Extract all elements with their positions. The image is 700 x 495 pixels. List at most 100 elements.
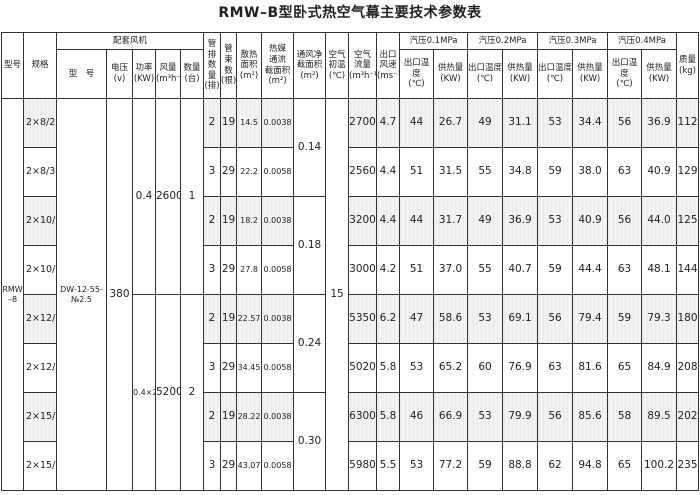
tube-bundles-cell: 29	[220, 147, 238, 197]
tube-bundles-cell: 29	[220, 441, 238, 491]
header-voltage: 电压 (v)	[106, 49, 133, 99]
table-row: 2×12/332934.450.005850205.85365.26076.96…	[2, 343, 700, 393]
outlet-temp-cell: 49	[467, 196, 504, 246]
air-temp-cell: 15	[325, 98, 350, 491]
outlet-speed-cell: 4.4	[376, 196, 401, 246]
heat-supply-cell: 84.9	[641, 343, 678, 393]
table-row: 2×12/20.4×25200221922.570.00380.2453506.…	[2, 294, 700, 491]
heat-supply-cell: 79.9	[502, 392, 539, 442]
header-tube-bundles: 管 束 数 (根)	[220, 32, 238, 99]
heat-area-cell: 22.57	[236, 294, 263, 344]
table-body: RMW –8 2×8/2 DW-12-55-№2.5 380 0.4 2600 1 2 19 14…	[1, 98, 700, 491]
outlet-temp-cell: 53	[537, 98, 574, 148]
header-air-flow: 空气 流量 (m³h⁻¹)	[348, 32, 378, 99]
heat-area-cell: 27.8	[236, 245, 263, 295]
table-row: RMW –8 2×8/2 DW-12-55-№2.5 380 0.4 2600 1 2 19 14…	[1, 98, 700, 491]
header-type: 型号	[1, 32, 24, 99]
header-outlet-temp: 出口温度 (℃)	[467, 49, 504, 99]
mass-cell: 235	[676, 441, 700, 491]
medium-area-cell: 0.0038	[261, 196, 295, 246]
spec-cell: 2×15/3	[23, 441, 57, 491]
outlet-speed-cell: 4.7	[376, 98, 401, 148]
header-pressure-0.3: 汽压0.3MPa	[537, 32, 609, 50]
outlet-temp-cell: 56	[537, 392, 574, 442]
header-heat-area: 散热 面积 (m²)	[236, 32, 263, 99]
mass-cell: 129	[676, 147, 700, 197]
heat-supply-cell: 37.0	[433, 245, 469, 295]
tube-rows-cell: 3	[203, 147, 222, 197]
spec-cell: 2×10/2	[23, 196, 57, 246]
header-outlet-temp: 出口温度 (℃)	[399, 49, 435, 99]
outlet-speed-cell: 5.5	[376, 441, 401, 491]
header-pressure-0.1: 汽压0.1MPa	[399, 32, 469, 50]
air-flow-cell: 5980	[348, 441, 378, 491]
vent-area-cell: 0.30	[293, 392, 327, 491]
air-flow-cell: 5350	[348, 294, 378, 344]
heat-supply-cell: 79.4	[572, 294, 609, 344]
outlet-temp-cell: 47	[399, 294, 435, 344]
header-fan-model: 型 号	[56, 49, 107, 99]
air-flow-cell: 6300	[348, 392, 378, 442]
header-vent-area: 通风净 截面积 (m²)	[293, 32, 327, 99]
header-fan-group: 配套风机	[55, 32, 205, 50]
outlet-temp-cell: 53	[399, 343, 435, 393]
table-title: RMW–B型卧式热空气幕主要技术参数表	[218, 5, 482, 21]
power-cell: 0.4×2	[132, 294, 156, 491]
qty-cell: 2	[179, 294, 205, 491]
heat-supply-cell: 88.8	[502, 441, 539, 491]
outlet-temp-cell: 65	[607, 343, 643, 393]
power-cell: 0.4	[132, 98, 156, 295]
medium-area-cell: 0.0058	[261, 147, 295, 197]
outlet-temp-cell: 53	[467, 294, 504, 344]
header-outlet-temp: 出口温度 (℃)	[607, 49, 643, 99]
heat-supply-cell: 38.0	[572, 147, 609, 197]
heat-supply-cell: 81.6	[572, 343, 609, 393]
heat-supply-cell: 34.4	[572, 98, 609, 148]
outlet-temp-cell: 65	[607, 441, 643, 491]
tube-rows-cell: 3	[203, 343, 222, 393]
tube-bundles-cell: 29	[220, 343, 238, 393]
header-heat-supply: 供热量 (KW)	[572, 49, 609, 99]
header-outlet-temp: 出口温度 (℃)	[537, 49, 574, 99]
table-header: 型号 规格 配套风机 管 排 数 量 (排) 管 束 数 (根) 散热 面积 (…	[1, 32, 700, 99]
outlet-temp-cell: 51	[399, 147, 435, 197]
outlet-temp-cell: 56	[607, 196, 643, 246]
heat-supply-cell: 36.9	[641, 98, 678, 148]
mass-cell: 112	[676, 98, 700, 148]
outlet-temp-cell: 49	[467, 98, 504, 148]
heat-supply-cell: 58.6	[433, 294, 469, 344]
outlet-temp-cell: 44	[399, 196, 435, 246]
medium-area-cell: 0.0038	[261, 392, 295, 442]
tube-rows-cell: 3	[203, 441, 222, 491]
heat-supply-cell: 26.7	[433, 98, 469, 148]
outlet-temp-cell: 53	[399, 441, 435, 491]
qty-cell: 1	[179, 98, 205, 295]
header-outlet-speed: 出口 风速 (ms⁻¹)	[376, 32, 401, 99]
tube-rows-cell: 2	[203, 392, 222, 442]
medium-area-cell: 0.0058	[261, 245, 295, 295]
outlet-temp-cell: 58	[607, 392, 643, 442]
outlet-speed-cell: 5.8	[376, 343, 401, 393]
mass-cell: 180	[676, 294, 700, 344]
vent-area-cell: 0.18	[293, 196, 327, 295]
mass-cell: 208	[676, 343, 700, 393]
tube-bundles-cell: 19	[220, 294, 238, 344]
heat-supply-cell: 66.9	[433, 392, 469, 442]
heat-area-cell: 34.45	[236, 343, 263, 393]
outlet-temp-cell: 55	[467, 147, 504, 197]
outlet-temp-cell: 59	[537, 147, 574, 197]
tube-rows-cell: 2	[203, 196, 222, 246]
header-air-temp: 空气 初温 (℃)	[325, 32, 350, 99]
spec-cell: 2×15/2	[23, 392, 57, 442]
heat-supply-cell: 31.5	[433, 147, 469, 197]
heat-supply-cell: 48.1	[641, 245, 678, 295]
voltage-cell: 380	[106, 98, 133, 491]
vent-area-cell: 0.14	[293, 98, 327, 197]
outlet-speed-cell: 4.4	[376, 147, 401, 197]
header-tube-rows: 管 排 数 量 (排)	[203, 32, 222, 99]
outlet-temp-cell: 60	[467, 343, 504, 393]
tube-bundles-cell: 19	[220, 98, 238, 148]
outlet-temp-cell: 46	[399, 392, 435, 442]
airflow-cell: 5200	[155, 294, 181, 491]
